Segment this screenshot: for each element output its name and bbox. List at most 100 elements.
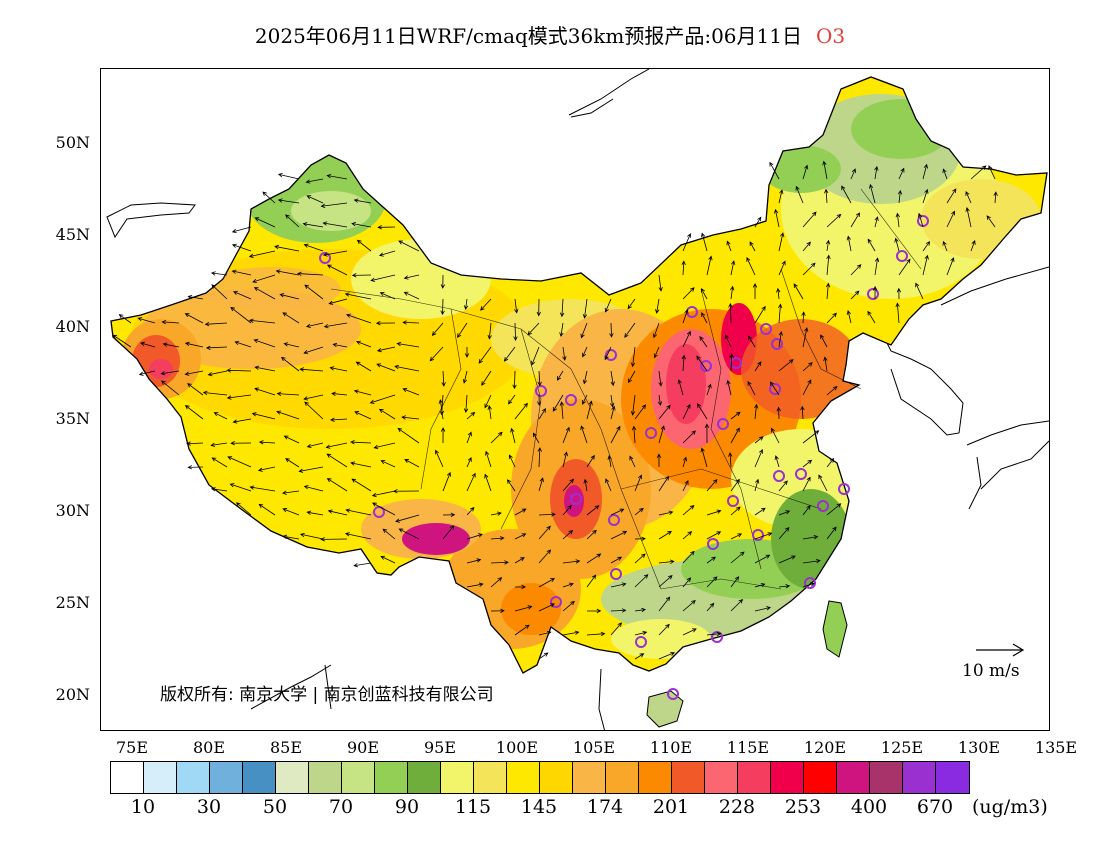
- wind-arrow: [658, 559, 675, 564]
- wind-arrow: [442, 512, 456, 517]
- legend-swatch: [111, 762, 144, 793]
- wind-arrow: [380, 460, 396, 468]
- wind-arrow: [440, 427, 446, 444]
- legend-swatch: [837, 762, 870, 793]
- wind-arrow: [754, 361, 762, 372]
- wind-arrow: [326, 264, 348, 276]
- wind-arrow: [746, 257, 756, 276]
- wind-arrow: [826, 213, 842, 228]
- color-legend-bar: [110, 761, 970, 794]
- wind-arrow: [562, 478, 575, 492]
- legend-label: 145: [520, 796, 558, 818]
- wind-arrow: [802, 430, 820, 444]
- wind-arrow: [607, 455, 612, 468]
- legend-label: 253: [784, 796, 822, 818]
- legend-swatch: [573, 762, 606, 793]
- lat-label: 20N: [55, 685, 90, 704]
- legend-swatch: [375, 762, 408, 793]
- wind-arrow: [258, 440, 276, 445]
- wind-arrow: [825, 239, 831, 252]
- wind-arrow: [484, 394, 492, 409]
- wind-arrow: [754, 305, 766, 324]
- wind-arrow: [457, 322, 468, 338]
- wind-arrow: [730, 533, 743, 540]
- species-label: O3: [815, 24, 846, 48]
- lon-label: 135E: [1034, 738, 1078, 757]
- wind-arrow: [582, 346, 588, 358]
- wind-arrow: [322, 250, 348, 257]
- wind-arrow: [895, 212, 900, 228]
- legend-swatch: [870, 762, 903, 793]
- wind-arrow: [874, 165, 879, 180]
- wind-arrow: [681, 354, 686, 372]
- city-markers: [319, 215, 929, 700]
- legend-swatch: [639, 762, 672, 793]
- lon-label: 115E: [726, 738, 770, 757]
- lon-label: 120E: [803, 738, 847, 757]
- wind-arrow: [350, 440, 372, 445]
- wind-arrow: [487, 322, 492, 340]
- wind-arrow: [392, 489, 420, 494]
- wind-arrow: [305, 178, 324, 184]
- wind-arrow: [538, 603, 555, 612]
- wind-arrow: [562, 426, 570, 444]
- taiwan: [822, 600, 848, 658]
- legend-swatch: [276, 762, 309, 793]
- wind-arrow: [754, 403, 759, 420]
- wind-arrow: [826, 254, 831, 276]
- wind-arrow: [820, 334, 828, 348]
- wind-arrow: [345, 508, 372, 516]
- legend-swatch: [705, 762, 738, 793]
- wind-arrow: [253, 338, 276, 348]
- wind-arrow: [988, 165, 996, 180]
- wind-arrow: [826, 457, 835, 468]
- wind-arrow: [538, 630, 552, 636]
- wind-arrow: [826, 385, 838, 396]
- wind-arrow: [330, 417, 348, 422]
- wind-arrow: [254, 217, 276, 228]
- wind-arrow: [463, 298, 469, 310]
- title-text: 2025年06月11日WRF/cmaq模式36km预报产品:06月11日: [254, 24, 802, 48]
- wind-arrow: [802, 379, 812, 396]
- hainan: [646, 690, 684, 728]
- wind-arrow: [699, 336, 708, 348]
- wind-arrow: [345, 313, 372, 324]
- wind-arrow: [507, 479, 516, 492]
- wind-arrow: [730, 427, 740, 444]
- wind-arrow: [583, 478, 588, 492]
- wind-arrow: [970, 165, 987, 180]
- legend-swatch: [804, 762, 837, 793]
- wind-arrow: [604, 346, 612, 361]
- wind-arrow: [850, 212, 860, 228]
- wind-arrow: [850, 264, 862, 276]
- wind-arrow: [823, 356, 828, 372]
- wind-arrow: [353, 562, 372, 568]
- wind-arrow: [802, 211, 817, 228]
- wind-arrow: [610, 530, 628, 540]
- wind-arrow: [681, 260, 686, 276]
- wind-arrow: [748, 335, 756, 348]
- wind-arrow: [922, 188, 929, 204]
- wind-arrow: [302, 222, 324, 228]
- legend-swatch: [903, 762, 936, 793]
- wind-arrow: [398, 240, 420, 252]
- wind-arrow: [778, 260, 786, 276]
- wind-arrow: [184, 313, 204, 324]
- wind-arrow: [986, 215, 996, 228]
- wind-arrow: [774, 455, 780, 468]
- wind-arrow: [552, 394, 564, 412]
- wind-arrow: [682, 456, 688, 468]
- wind-arrow: [610, 622, 623, 636]
- wind-arrow: [942, 240, 948, 252]
- wind-arrow: [769, 381, 780, 396]
- wind-arrow: [802, 362, 813, 372]
- wind-arrow: [652, 322, 660, 339]
- wind-arrow: [656, 453, 662, 468]
- wind-arrow: [610, 405, 616, 420]
- wind-arrow: [373, 442, 396, 450]
- legend-swatch: [342, 762, 375, 793]
- wind-arrow: [730, 551, 745, 564]
- wind-arrow: [965, 207, 972, 228]
- wind-arrow: [970, 239, 976, 252]
- wind-arrow: [481, 370, 492, 386]
